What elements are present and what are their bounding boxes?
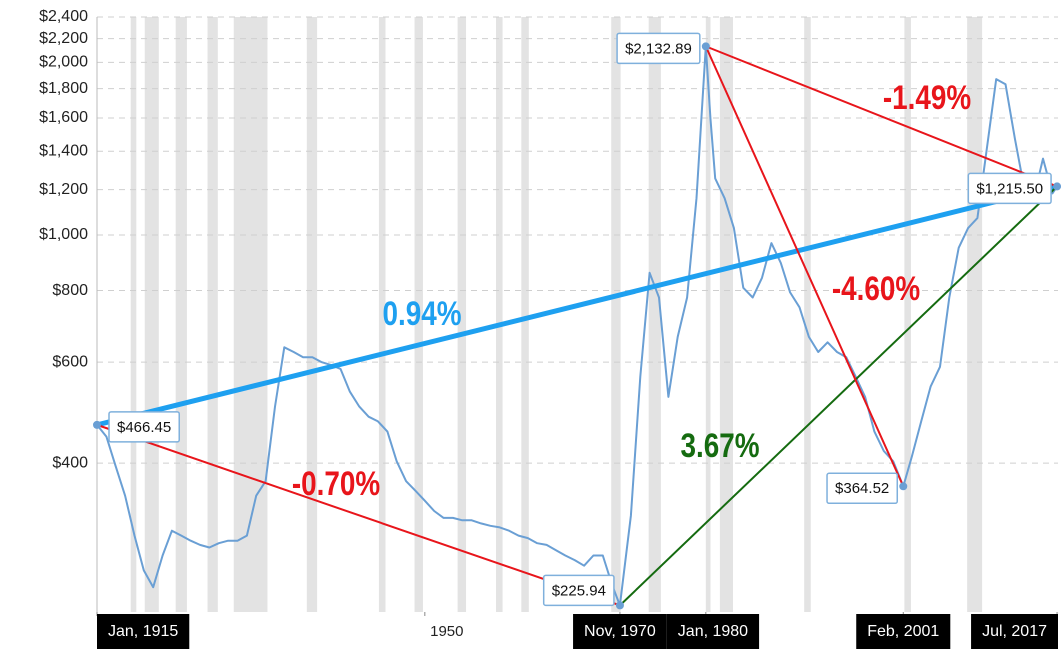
x-tick-box (971, 614, 1058, 649)
recession-band (130, 17, 137, 612)
y-tick-label: $1,800 (39, 80, 88, 97)
recession-band (175, 17, 187, 612)
point-callout: $364.52 (826, 472, 899, 505)
callout-box (542, 574, 615, 607)
point-marker (899, 482, 908, 491)
x-tick-label: Jul, 2017 (982, 623, 1047, 640)
trend-line (619, 185, 1058, 607)
point-callout: $1,215.50 (967, 172, 1052, 205)
trend-line (704, 45, 905, 487)
recession-band (611, 17, 621, 612)
recession-band (207, 17, 218, 612)
x-tick-label: Jan, 1915 (108, 623, 178, 640)
y-tick-label: $2,400 (39, 8, 88, 25)
x-tick-badge: Jan, 1915 (97, 614, 190, 649)
point-marker (93, 420, 101, 429)
callout-label: $225.94 (552, 582, 606, 599)
x-tick-label: 1950 (430, 623, 463, 640)
recession-band (904, 17, 911, 612)
point-marker (615, 601, 624, 610)
recession-band (414, 17, 423, 612)
y-tick-label: $2,000 (39, 54, 88, 71)
y-tick-label: $400 (52, 454, 88, 471)
callout-box (616, 32, 701, 65)
callout-label: $364.52 (835, 480, 889, 497)
recession-band (521, 17, 529, 612)
trend-line (96, 423, 621, 607)
recession-band (496, 17, 503, 612)
x-tick-badge: Feb, 2001 (856, 614, 951, 649)
callout-box (826, 472, 899, 505)
callout-box (108, 411, 180, 443)
trend-label: -0.70% (292, 464, 380, 502)
point-callout: $2,132.89 (616, 32, 701, 65)
point-marker (701, 42, 710, 51)
x-tick-box (666, 614, 760, 649)
point-callout: $225.94 (542, 574, 615, 607)
x-tick-box (573, 614, 667, 649)
recession-band (648, 17, 661, 612)
trend-label: -1.49% (883, 78, 971, 116)
recession-band (457, 17, 467, 612)
y-tick-label: $600 (52, 353, 88, 370)
callout-label: $466.45 (117, 419, 171, 436)
trend-line (96, 183, 1058, 428)
callout-box (967, 172, 1052, 205)
recession-band (144, 17, 159, 612)
trend-line (705, 45, 1058, 188)
point-callout: $466.45 (108, 411, 180, 443)
x-tick-label: Feb, 2001 (867, 623, 939, 640)
y-tick-label: $2,200 (39, 30, 88, 47)
y-tick-label: $1,200 (39, 181, 88, 198)
y-tick-label: $1,600 (39, 109, 88, 126)
trend-label: 0.94% (382, 294, 461, 332)
x-tick-badge: Jul, 2017 (971, 614, 1058, 649)
x-tick-box (856, 614, 951, 649)
recession-band (306, 17, 318, 612)
y-tick-label: $1,400 (39, 142, 88, 159)
x-tick-box (97, 614, 190, 649)
y-tick-label: $800 (52, 282, 88, 299)
recession-band (804, 17, 811, 612)
y-tick-label: $1,000 (39, 226, 88, 243)
x-tick-label: Jan, 1980 (678, 623, 748, 640)
callout-label: $1,215.50 (976, 180, 1043, 197)
recession-band (719, 17, 733, 612)
recession-band (378, 17, 386, 612)
x-tick-badge: Jan, 1980 (666, 614, 760, 649)
x-tick-badge: Nov, 1970 (573, 614, 667, 649)
trend-label: -4.60% (832, 269, 920, 307)
recession-band (233, 17, 268, 612)
point-marker (1053, 182, 1061, 191)
callout-label: $2,132.89 (625, 40, 692, 57)
x-tick-label: Nov, 1970 (584, 623, 656, 640)
trend-label: 3.67% (680, 426, 759, 464)
recession-band (705, 17, 711, 612)
